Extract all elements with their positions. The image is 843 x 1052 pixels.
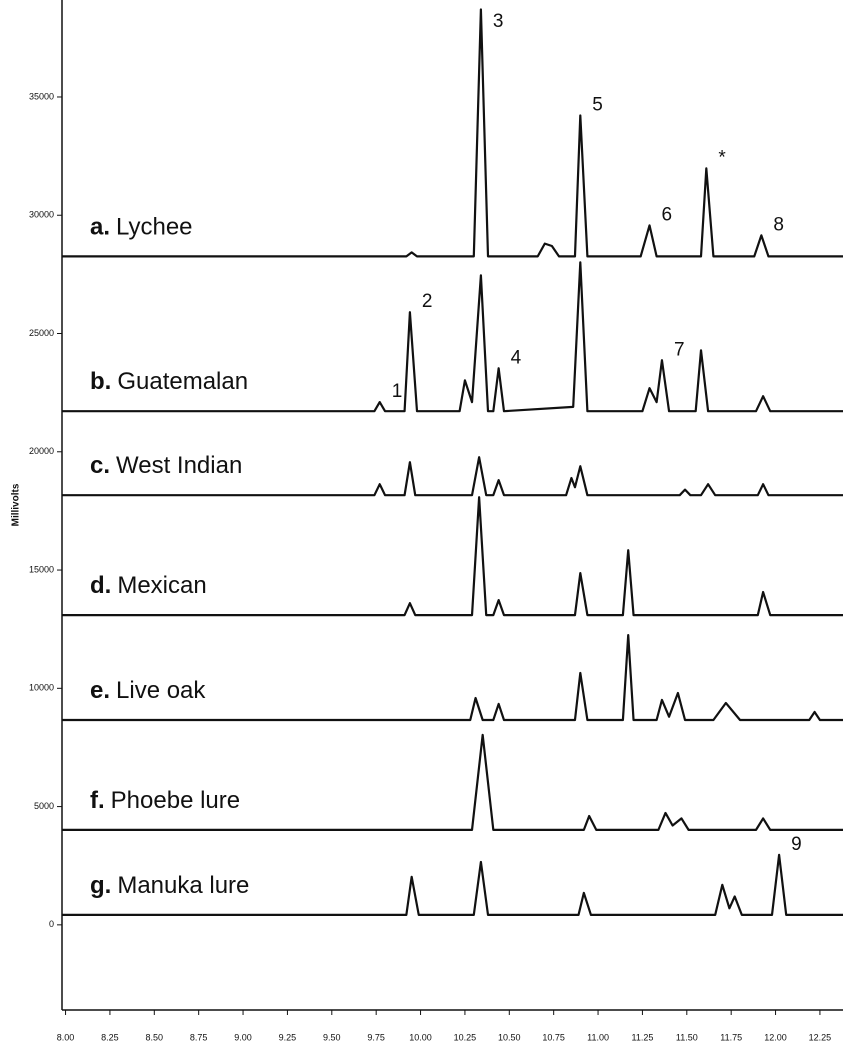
peak-label: 4: [511, 347, 522, 368]
peak-label: 6: [662, 204, 673, 225]
y-tick-label: 20000: [29, 446, 54, 456]
series-tag: b.: [90, 369, 111, 396]
y-tick-label: 10000: [29, 683, 54, 693]
x-tick-label: 12.25: [809, 1032, 832, 1042]
series-tag: d.: [90, 572, 111, 599]
x-tick-label: 9.25: [279, 1032, 297, 1042]
series-tag: f.: [90, 787, 105, 814]
y-tick-label: 30000: [29, 210, 54, 220]
series-tag: a.: [90, 214, 110, 241]
series-label: c. West Indian: [90, 453, 242, 480]
trace: [62, 633, 843, 722]
peak-label: 8: [773, 214, 784, 235]
series-tag: e.: [90, 677, 110, 704]
trace: [62, 853, 843, 917]
peak-label: 7: [674, 339, 685, 360]
peak-label: 1: [392, 381, 403, 402]
trace: [62, 733, 843, 831]
y-tick-label: 15000: [29, 564, 54, 574]
trace: [62, 261, 843, 413]
series-name: Phoebe lure: [111, 787, 240, 814]
series-tag: c.: [90, 453, 110, 480]
series-name: West Indian: [116, 453, 242, 480]
x-tick-label: 11.00: [587, 1032, 609, 1042]
trace: [62, 8, 843, 258]
series-label: d. Mexican: [90, 572, 207, 599]
x-tick-label: 8.50: [146, 1032, 164, 1042]
x-tick-label: 12.00: [764, 1032, 787, 1042]
series-label: f. Phoebe lure: [90, 787, 240, 814]
peak-label: *: [718, 147, 726, 168]
series-tag: g.: [90, 872, 111, 899]
series-name: Lychee: [116, 214, 193, 241]
peak-label: 3: [493, 11, 504, 32]
y-tick-label: 35000: [29, 91, 54, 101]
series-label: e. Live oak: [90, 677, 206, 704]
peak-label: 2: [422, 291, 433, 312]
x-tick-label: 8.00: [57, 1032, 75, 1042]
y-tick-label: 25000: [29, 328, 54, 338]
x-tick-label: 9.00: [234, 1032, 252, 1042]
series-label: a. Lychee: [90, 214, 193, 241]
trace: [62, 456, 843, 497]
series-name: Guatemalan: [117, 369, 248, 396]
x-tick-label: 10.00: [409, 1032, 432, 1042]
y-tick-label: 5000: [34, 801, 54, 811]
x-tick-label: 11.25: [631, 1032, 653, 1042]
peak-label: 5: [592, 94, 603, 115]
x-tick-label: 8.25: [101, 1032, 119, 1042]
trace: [62, 496, 843, 617]
series-name: Manuka lure: [117, 872, 249, 899]
x-tick-label: 8.75: [190, 1032, 208, 1042]
x-tick-label: 10.25: [454, 1032, 477, 1042]
series-label: b. Guatemalan: [90, 369, 248, 396]
peak-label: 9: [791, 834, 802, 855]
x-tick-label: 9.75: [367, 1032, 385, 1042]
x-tick-label: 11.50: [676, 1032, 698, 1042]
x-tick-label: 10.50: [498, 1032, 521, 1042]
y-tick-label: 0: [49, 919, 54, 929]
y-axis-label: Millivolts: [11, 483, 22, 526]
x-tick-label: 10.75: [542, 1032, 565, 1042]
x-tick-label: 9.50: [323, 1032, 341, 1042]
series-label: g. Manuka lure: [90, 872, 249, 899]
series-name: Live oak: [116, 677, 206, 704]
x-tick-label: 11.75: [720, 1032, 742, 1042]
series-name: Mexican: [117, 572, 206, 599]
